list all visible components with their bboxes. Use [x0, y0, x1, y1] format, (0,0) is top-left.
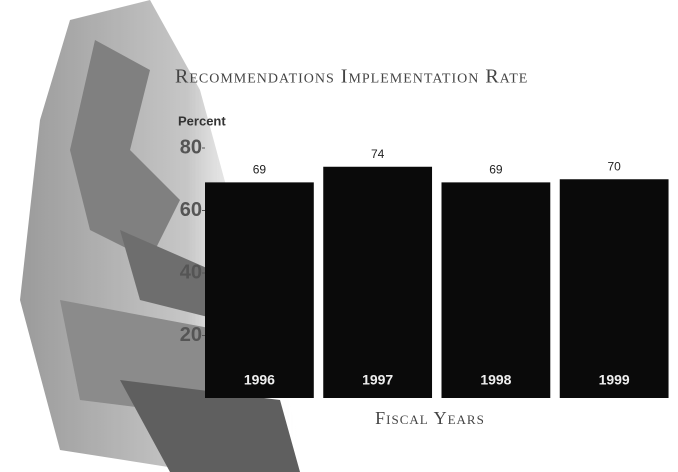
x-axis-label: Fiscal Years	[375, 408, 485, 428]
y-axis-label: Percent	[178, 113, 226, 128]
bar	[205, 182, 314, 398]
y-tick-label: 40	[180, 261, 202, 283]
y-tick-label: 80	[180, 136, 202, 158]
value-label: 69	[253, 163, 267, 177]
bar	[441, 182, 551, 398]
x-tick-label: 1998	[480, 372, 511, 388]
chart-title: Recommendations Implementation Rate	[175, 66, 528, 88]
bar	[323, 166, 433, 398]
value-label: 69	[489, 163, 503, 177]
bar	[559, 179, 669, 398]
x-tick-label: 1997	[362, 372, 393, 388]
x-tick-label: 1996	[244, 372, 275, 388]
value-label: 74	[371, 147, 385, 161]
value-label: 70	[607, 159, 621, 173]
x-tick-label: 1999	[599, 372, 630, 388]
y-tick-label: 20	[180, 324, 202, 346]
y-tick-label: 60	[180, 199, 202, 221]
